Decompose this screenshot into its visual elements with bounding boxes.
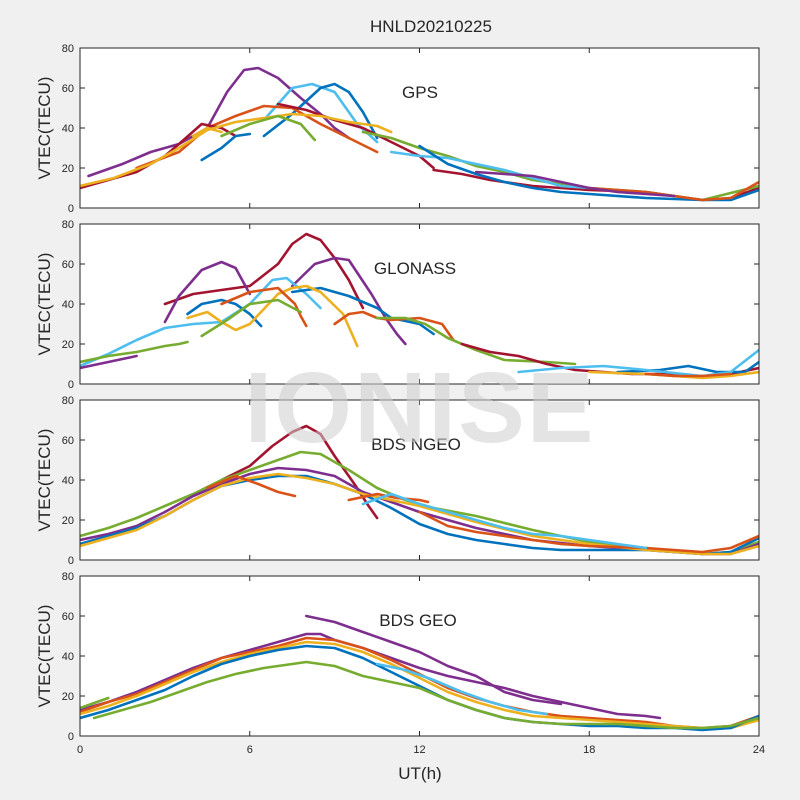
series-line-15 [191, 126, 223, 138]
series-line-9 [361, 492, 648, 550]
series-line-6 [305, 614, 563, 706]
y-tick-label: 20 [62, 515, 74, 527]
series-line-12 [80, 340, 189, 364]
series-line-7 [347, 492, 430, 504]
series-group [80, 232, 759, 380]
x-tick-label: 0 [77, 744, 83, 756]
panel-label: GLONASS [374, 259, 456, 278]
plot-area [80, 400, 759, 560]
x-tick-label: 12 [413, 744, 425, 756]
y-tick-label: 0 [68, 379, 74, 391]
series-line-16 [474, 170, 676, 198]
series-line-8 [220, 286, 308, 328]
y-tick-label: 80 [62, 43, 74, 55]
series-group [80, 614, 759, 732]
panel-4: 0 20 40 60 80 0 6 12 18 24 VTEC(TECU) BDS GEO [35, 571, 765, 756]
series-line-5 [80, 472, 759, 556]
series-line-1 [163, 232, 365, 310]
y-tick-label: 40 [62, 123, 74, 135]
y-axis-label: VTEC(TECU) [35, 253, 54, 356]
panel-label: BDS NGEO [371, 435, 461, 454]
y-tick-label: 60 [62, 435, 74, 447]
y-tick-label: 20 [62, 691, 74, 703]
series-line-9 [220, 114, 317, 142]
series-line-6 [206, 474, 297, 498]
y-axis-label: VTEC(TECU) [35, 77, 54, 180]
series-line-4 [80, 644, 759, 732]
panel-2: 0 20 40 60 80 VTEC(TECU) GLONASS [35, 219, 760, 391]
panel-label: BDS GEO [379, 611, 456, 630]
series-group [80, 66, 759, 202]
series-line-5 [92, 660, 759, 730]
y-tick-label: 0 [68, 555, 74, 567]
figure-title: HNLD20210225 [370, 17, 492, 36]
x-tick-label: 6 [247, 744, 253, 756]
x-tick-label: 18 [583, 744, 595, 756]
series-line-16 [517, 348, 759, 378]
y-tick-label: 80 [62, 571, 74, 583]
panel-1: 0 20 40 60 80 VTEC(TECU) GPS [35, 43, 760, 215]
series-line-8 [80, 696, 110, 710]
series-group [80, 424, 759, 556]
y-tick-label: 40 [62, 299, 74, 311]
x-tick-label: 24 [753, 744, 765, 756]
y-tick-label: 60 [62, 259, 74, 271]
y-tick-label: 0 [68, 731, 74, 743]
plot-area [80, 576, 759, 736]
series-line-6 [290, 286, 435, 336]
series-line-1 [220, 424, 379, 520]
panel-label: GPS [402, 83, 438, 102]
y-tick-label: 60 [62, 611, 74, 623]
watermark: IONISE [245, 352, 596, 464]
x-axis-label: UT(h) [398, 764, 441, 783]
y-axis-label: VTEC(TECU) [35, 429, 54, 532]
series-line-7 [375, 662, 549, 716]
panel-3: 0 20 40 60 80 VTEC(TECU) BDS NGEO [35, 395, 760, 567]
y-axis-label: VTEC(TECU) [35, 605, 54, 708]
plot-area [80, 48, 759, 208]
y-tick-label: 80 [62, 219, 74, 231]
y-tick-label: 0 [68, 203, 74, 215]
y-tick-label: 60 [62, 83, 74, 95]
plot-area [80, 224, 759, 384]
y-tick-label: 20 [62, 339, 74, 351]
series-line-8 [80, 112, 393, 188]
series-line-13 [80, 354, 138, 370]
y-tick-label: 20 [62, 163, 74, 175]
series-line-18 [644, 372, 732, 378]
series-line-3 [290, 256, 407, 346]
series-line-17 [588, 370, 759, 380]
y-tick-label: 40 [62, 475, 74, 487]
series-line-2 [163, 260, 252, 324]
series-line-14 [200, 132, 252, 162]
series-line-11 [389, 150, 591, 190]
series-line-8 [418, 510, 759, 554]
series-line-10 [200, 298, 302, 338]
y-tick-label: 80 [62, 395, 74, 407]
y-tick-label: 40 [62, 651, 74, 663]
series-line-3 [80, 640, 759, 730]
series-line-7 [186, 284, 359, 348]
series-line-4 [135, 104, 379, 170]
